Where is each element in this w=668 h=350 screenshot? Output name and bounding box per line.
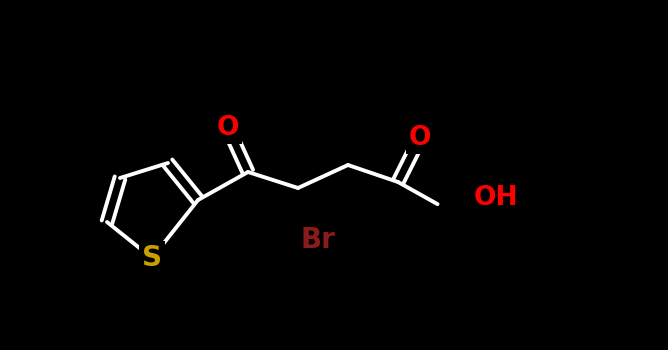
Text: O: O <box>409 125 432 151</box>
Text: O: O <box>216 115 239 141</box>
Text: OH: OH <box>474 185 518 211</box>
Text: S: S <box>142 244 162 272</box>
Text: Br: Br <box>301 226 335 254</box>
